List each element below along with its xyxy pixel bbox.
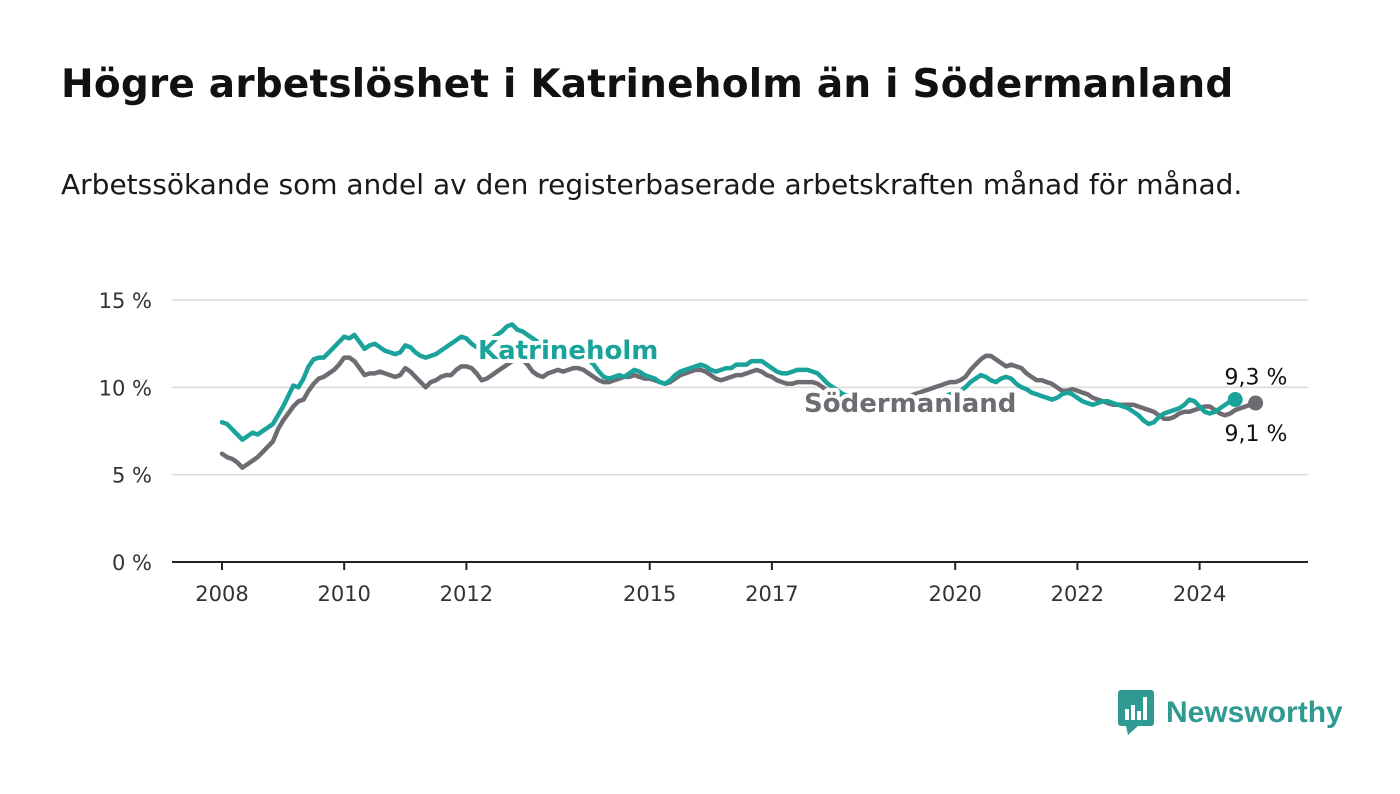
label-layer: 9,1 % 9,3 % Södermanland Katrineholm: [474, 332, 1288, 447]
x-tick-label: 2015: [623, 582, 676, 606]
newsworthy-logo: Newsworthy: [1118, 690, 1343, 736]
y-tick-label: 15 %: [99, 289, 152, 313]
y-tick-label: 0 %: [112, 551, 152, 575]
series-label-södermanland: Södermanland: [804, 389, 1016, 419]
y-tick-label: 5 %: [112, 464, 152, 488]
x-tick-label: 2024: [1173, 582, 1226, 606]
newsworthy-logo-text: Newsworthy: [1166, 696, 1343, 729]
chart-title: Högre arbetslöshet i Katrineholm än i Sö…: [61, 62, 1234, 107]
newsworthy-logo-icon: [1118, 690, 1154, 735]
series-line-katrineholm: [219, 322, 1238, 442]
x-tick-label: 2008: [195, 582, 248, 606]
end-label-södermanland: 9,1 %: [1225, 422, 1288, 447]
y-tick-label: 10 %: [99, 376, 152, 400]
end-label-katrineholm: 9,3 %: [1225, 366, 1288, 391]
chart-subtitle: Arbetssökande som andel av den registerb…: [61, 168, 1243, 201]
series-label-katrineholm: Katrineholm: [478, 336, 658, 366]
x-tick-label: 2022: [1051, 582, 1104, 606]
x-tick-label: 2020: [928, 582, 981, 606]
end-point-katrineholm: [1227, 392, 1243, 408]
axis-layer: 0 % 5 % 10 % 15 % 2008 2010 2012 2015 2017 2020 20…: [99, 289, 1308, 606]
x-tick-label: 2010: [317, 582, 370, 606]
end-point-södermanland: [1248, 395, 1264, 411]
grid-layer: [172, 299, 1308, 476]
series-line-södermanland: [219, 353, 1258, 470]
x-tick-label: 2017: [745, 582, 798, 606]
x-tick-label: 2012: [440, 582, 493, 606]
series-layer: [219, 322, 1258, 470]
